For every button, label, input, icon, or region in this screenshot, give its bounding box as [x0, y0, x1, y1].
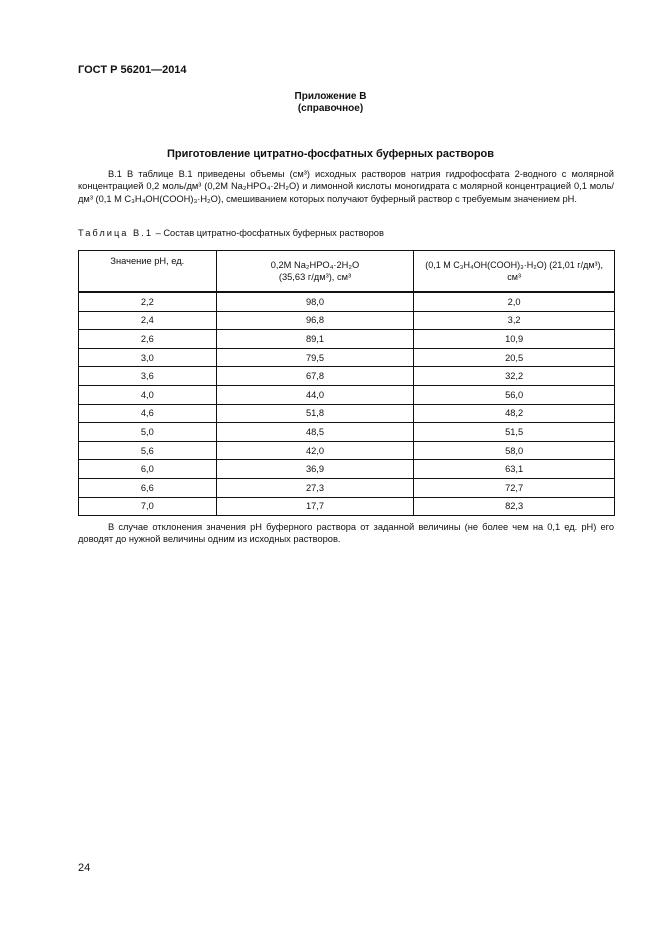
cell-phosphate: 89,1: [215, 329, 415, 349]
table-row: 6,0 36,9 63,1: [78, 459, 615, 479]
cell-phosphate: 96,8: [215, 310, 415, 331]
table-row: 4,6 51,8 48,2: [78, 403, 615, 424]
table-header-row: Значение pH, ед. 0,2М Na₂HPO₄·2H₂O (35,63…: [78, 250, 615, 293]
cell-ph: 7,0: [78, 496, 217, 517]
cell-citric: 72,7: [413, 477, 615, 498]
header-text: (35,63 г/дм³), см³: [278, 272, 352, 282]
table-caption: Таблица В.1 – Состав цитратно-фосфатных …: [78, 228, 384, 238]
appendix-subtitle: (справочное): [297, 103, 364, 114]
cell-citric: 2,0: [413, 291, 615, 312]
table-row: 5,0 48,5 51,5: [78, 422, 615, 442]
cell-phosphate: 27,3: [215, 477, 415, 498]
appendix-title: Приложение В: [294, 91, 367, 102]
cell-ph: 6,6: [78, 477, 217, 498]
buffer-composition-table: Значение pH, ед. 0,2М Na₂HPO₄·2H₂O (35,63…: [78, 250, 615, 517]
cell-phosphate: 67,8: [215, 366, 415, 386]
header-text: 0,2М Na₂HPO₄·2H₂O: [270, 260, 360, 270]
cell-phosphate: 98,0: [215, 291, 415, 312]
cell-ph: 4,6: [78, 403, 217, 424]
header-text: см³: [507, 272, 521, 282]
cell-citric: 82,3: [413, 496, 615, 517]
table-row: 4,0 44,0 56,0: [78, 384, 615, 405]
cell-citric: 32,2: [413, 366, 615, 386]
cell-citric: 3,2: [413, 310, 615, 331]
cell-ph: 2,4: [78, 310, 217, 331]
cell-phosphate: 42,0: [215, 440, 415, 461]
cell-citric: 56,0: [413, 384, 615, 405]
cell-phosphate: 79,5: [215, 347, 415, 368]
table-row: 2,4 96,8 3,2: [78, 310, 615, 331]
appendix-heading: Приложение В (справочное): [0, 91, 661, 115]
cell-ph: 2,2: [78, 291, 217, 312]
cell-citric: 20,5: [413, 347, 615, 368]
cell-ph: 4,0: [78, 384, 217, 405]
cell-ph: 6,0: [78, 459, 217, 479]
cell-phosphate: 48,5: [215, 422, 415, 442]
table-row: 6,6 27,3 72,7: [78, 477, 615, 498]
paragraph-note: В случае отклонения значения pH буферног…: [78, 522, 614, 545]
cell-citric: 58,0: [413, 440, 615, 461]
cell-ph: 5,6: [78, 440, 217, 461]
paragraph-intro: В.1 В таблице В.1 приведены объемы (см³)…: [78, 169, 614, 204]
cell-citric: 10,9: [413, 329, 615, 349]
table-row: 5,6 42,0 58,0: [78, 440, 615, 461]
table-caption-text: – Состав цитратно-фосфатных буферных рас…: [153, 228, 384, 238]
table-row: 2,2 98,0 2,0: [78, 291, 615, 312]
header-text: Значение pH, ед.: [110, 256, 185, 266]
cell-ph: 5,0: [78, 422, 217, 442]
table-row: 7,0 17,7 82,3: [78, 496, 615, 517]
cell-citric: 51,5: [413, 422, 615, 442]
cell-phosphate: 17,7: [215, 496, 415, 517]
section-title: Приготовление цитратно-фосфатных буферны…: [166, 148, 495, 160]
page-number: 24: [78, 862, 91, 874]
cell-citric: 63,1: [413, 459, 615, 479]
document-id: ГОСТ Р 56201—2014: [78, 64, 187, 76]
cell-ph: 3,6: [78, 366, 217, 386]
header-text: (0,1 М C₃H₄OH(COOH)₃·H₂O) (21,01 г/дм³),: [425, 260, 604, 270]
table-row: 2,6 89,1 10,9: [78, 329, 615, 349]
table-row: 3,6 67,8 32,2: [78, 366, 615, 386]
cell-ph: 2,6: [78, 329, 217, 349]
table-caption-label: Таблица В.1: [78, 228, 153, 238]
cell-ph: 3,0: [78, 347, 217, 368]
header-phosphate: 0,2М Na₂HPO₄·2H₂O (35,63 г/дм³), см³: [215, 250, 415, 293]
table-row: 3,0 79,5 20,5: [78, 347, 615, 368]
cell-phosphate: 51,8: [215, 403, 415, 424]
cell-phosphate: 36,9: [215, 459, 415, 479]
cell-phosphate: 44,0: [215, 384, 415, 405]
header-citric: (0,1 М C₃H₄OH(COOH)₃·H₂O) (21,01 г/дм³),…: [413, 250, 615, 293]
cell-citric: 48,2: [413, 403, 615, 424]
header-ph: Значение pH, ед.: [78, 250, 217, 293]
